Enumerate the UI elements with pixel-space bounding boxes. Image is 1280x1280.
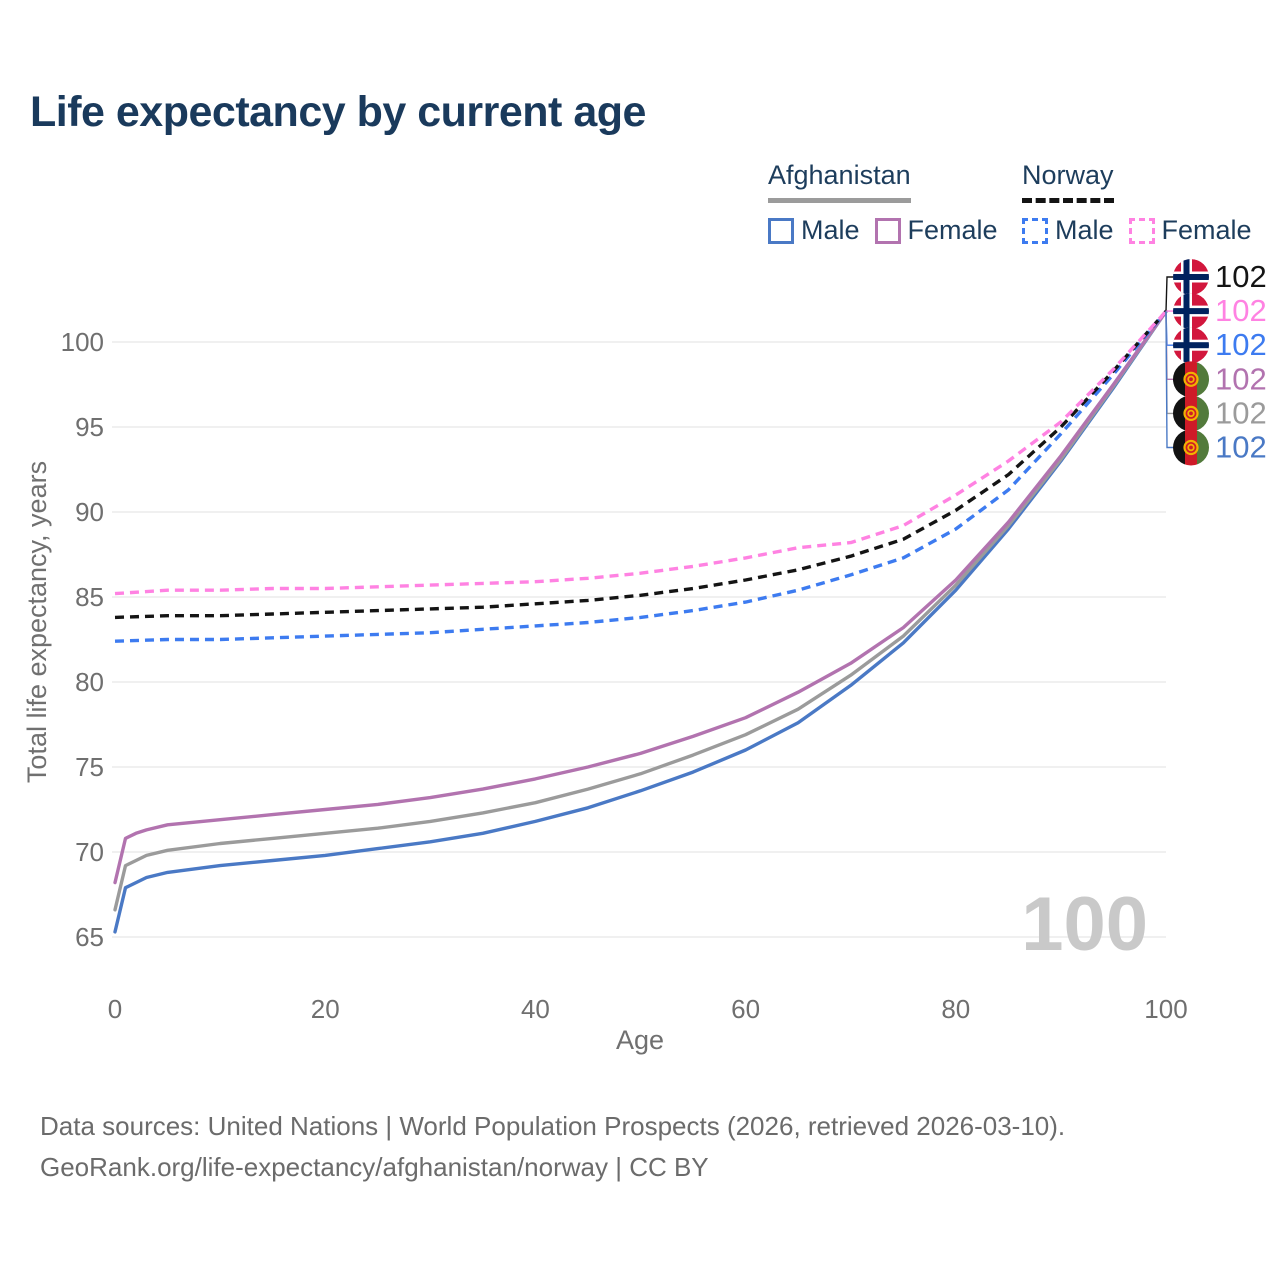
x-tick-label: 60 bbox=[731, 994, 760, 1024]
y-tick-label: 100 bbox=[61, 327, 104, 357]
legend-label: Female bbox=[907, 215, 998, 245]
series-line-afghanistan-male bbox=[113, 309, 1168, 934]
afghanistan-female-swatch-icon bbox=[874, 217, 901, 244]
legend-items-norway: Male Female bbox=[1022, 215, 1252, 246]
legend-group-afghanistan: Afghanistan Male Female bbox=[768, 160, 998, 246]
legend-item-afghanistan-male: Male bbox=[768, 215, 860, 246]
end-label-value-norway-female: 102 bbox=[1215, 293, 1267, 328]
legend-group-norway: Norway Male Female bbox=[1022, 160, 1252, 246]
y-tick-label: 90 bbox=[75, 497, 104, 527]
norway-male-swatch-icon bbox=[1022, 217, 1048, 244]
leader-line-afghanistan-both bbox=[1165, 311, 1177, 415]
end-label-value-afghanistan-both: 102 bbox=[1215, 395, 1267, 430]
current-age-watermark: 100 bbox=[1021, 882, 1148, 967]
y-tick-label: 85 bbox=[75, 582, 104, 612]
afghanistan-flag-icon bbox=[1173, 430, 1209, 466]
afghanistan-male-swatch-icon bbox=[768, 217, 794, 244]
legend-label: Male bbox=[1055, 215, 1114, 245]
legend-label: Male bbox=[801, 215, 860, 245]
legend-country-afghanistan: Afghanistan bbox=[768, 160, 911, 203]
end-label-value-norway-male: 102 bbox=[1215, 327, 1267, 362]
footer: Data sources: United Nations | World Pop… bbox=[40, 1106, 1065, 1188]
x-tick-label: 20 bbox=[311, 994, 340, 1024]
y-tick-label: 65 bbox=[75, 922, 104, 952]
end-label-value-afghanistan-female: 102 bbox=[1215, 361, 1267, 396]
afghanistan-flag-icon bbox=[1173, 361, 1209, 397]
y-tick-label: 95 bbox=[75, 412, 104, 442]
legend-item-afghanistan-female: Female bbox=[874, 215, 998, 246]
y-axis-title: Total life expectancy, years bbox=[22, 461, 52, 783]
y-tick-label: 80 bbox=[75, 667, 104, 697]
page-title: Life expectancy by current age bbox=[30, 88, 646, 136]
x-tick-label: 0 bbox=[108, 994, 122, 1024]
legend-item-norway-female: Female bbox=[1128, 215, 1252, 246]
x-tick-label: 100 bbox=[1144, 994, 1187, 1024]
y-tick-label: 75 bbox=[75, 752, 104, 782]
footer-data-sources: Data sources: United Nations | World Pop… bbox=[40, 1111, 1066, 1141]
afghanistan-flag-icon bbox=[1173, 395, 1209, 431]
legend-label: Female bbox=[1161, 215, 1252, 245]
series-line-norway-male bbox=[114, 310, 1168, 643]
norway-flag-icon bbox=[1173, 259, 1209, 295]
series-line-afghanistan-female bbox=[113, 309, 1168, 885]
norway-female-swatch-icon bbox=[1128, 217, 1155, 244]
x-axis-title: Age bbox=[616, 1025, 664, 1055]
legend-country-norway: Norway bbox=[1022, 160, 1114, 203]
x-tick-label: 80 bbox=[941, 994, 970, 1024]
legend-item-norway-male: Male bbox=[1022, 215, 1114, 246]
x-tick-label: 40 bbox=[521, 994, 550, 1024]
legend-items-afghanistan: Male Female bbox=[768, 215, 998, 246]
norway-flag-icon bbox=[1173, 293, 1209, 329]
series-line-norway-both bbox=[114, 310, 1168, 620]
footer-source-url: GeoRank.org/life-expectancy/afghanistan/… bbox=[40, 1152, 709, 1182]
end-label-value-afghanistan-male: 102 bbox=[1215, 430, 1267, 465]
y-tick-label: 70 bbox=[75, 837, 104, 867]
series-line-norway-female bbox=[114, 310, 1168, 596]
series-line-afghanistan-both bbox=[113, 309, 1168, 912]
end-label-value-norway-both: 102 bbox=[1215, 259, 1267, 294]
norway-flag-icon bbox=[1173, 327, 1209, 363]
